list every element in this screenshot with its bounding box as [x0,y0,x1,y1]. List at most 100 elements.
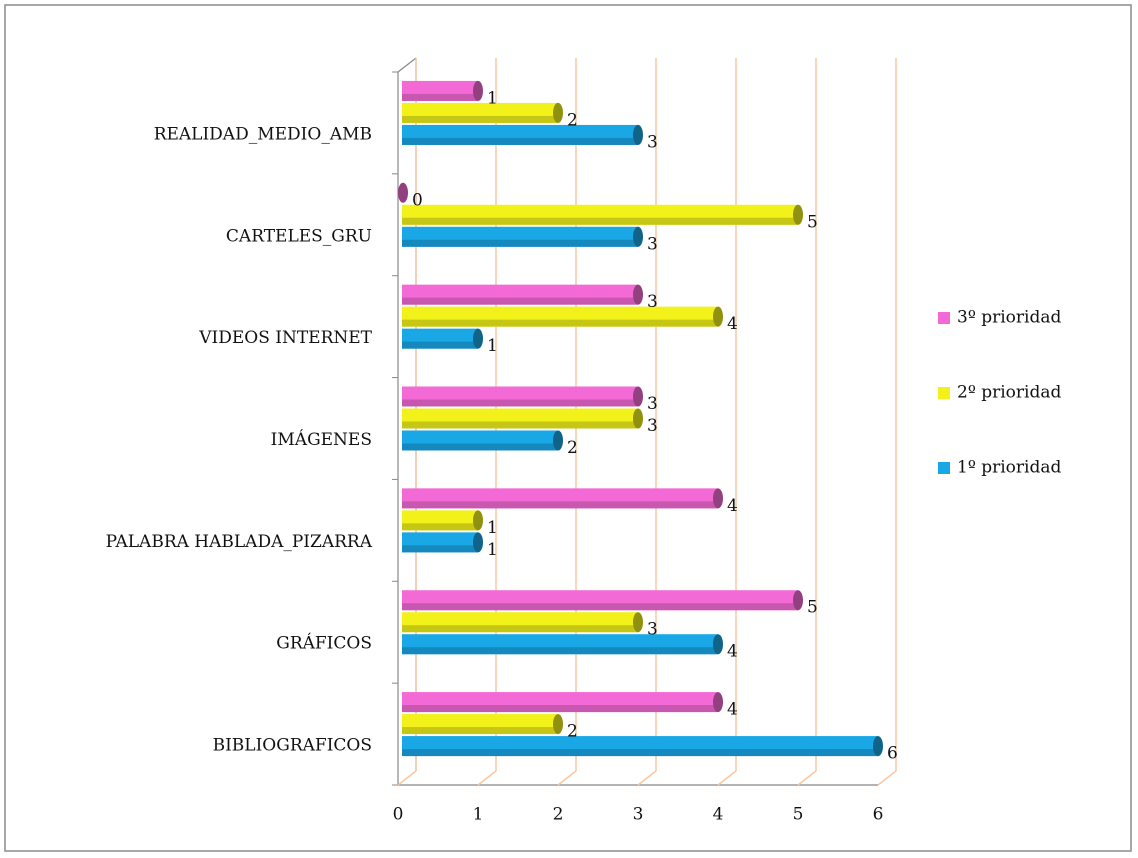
bar [402,102,563,123]
bar [402,204,803,225]
bar-part [402,341,478,349]
value-label: 4 [727,314,738,334]
bar [402,488,723,509]
bar [402,612,643,633]
legend-swatch [938,312,950,324]
x-tick-label: 5 [793,805,804,825]
value-label: 3 [647,132,658,152]
y-tick-label: BIBLIOGRAFICOS [213,736,372,756]
bar [398,182,408,203]
bar-part [713,306,723,327]
bar-part [402,399,638,407]
grid-floor [877,770,897,786]
bar [402,634,723,655]
y-tick-label: VIDEOS INTERNET [198,328,372,348]
y-tick-label: GRÁFICOS [276,633,372,654]
value-label: 1 [487,518,498,538]
bar-part [713,488,723,509]
bar-part [402,705,718,713]
bar-part [402,421,638,429]
bar-part [402,523,478,531]
bar-part [402,93,478,101]
y-tick-label: REALIDAD_MEDIO_AMB [154,124,372,144]
bar-part [553,102,563,123]
bar [402,328,483,349]
bar-part [633,124,643,145]
value-label: 4 [727,496,738,516]
value-label: 5 [807,598,818,618]
value-label: 2 [567,722,578,742]
bar-part [553,430,563,451]
grid-floor [637,770,657,786]
bar-part [402,647,718,655]
bar-part [402,749,878,757]
legend-swatch [938,387,950,399]
y-tick-label: CARTELES_GRU [226,226,372,246]
value-label: 0 [412,190,423,210]
x-tick-label: 3 [633,805,644,825]
bar-part [402,625,638,633]
legend-label: 2º prioridad [957,383,1061,403]
value-label: 2 [567,438,578,458]
bar-part [402,443,558,451]
value-label: 3 [647,416,658,436]
bar-part [793,590,803,611]
bar-part [473,328,483,349]
bar-part [402,239,638,247]
bar-part [713,634,723,655]
value-label: 4 [727,700,738,720]
bar [402,226,643,247]
bar [402,124,643,145]
bar-part [402,727,558,735]
x-tick-label: 2 [553,805,564,825]
value-label: 6 [887,744,898,764]
grid-floor [797,770,817,786]
legend-label: 1º prioridad [957,458,1061,478]
value-label: 2 [567,110,578,130]
bar [402,714,563,735]
value-label: 1 [487,540,498,560]
bar [402,736,883,757]
grid-floor [397,770,417,786]
bar [402,692,723,713]
bar-part [713,692,723,713]
bar-part [473,532,483,553]
bar-part [633,284,643,305]
bar [402,430,563,451]
bar [402,80,483,101]
bar-part [633,226,643,247]
value-label: 5 [807,212,818,232]
legend-label: 3º prioridad [957,308,1061,328]
value-label: 3 [647,292,658,312]
bar-part [402,545,478,553]
bar-part [633,612,643,633]
bar-part [793,204,803,225]
value-label: 1 [487,88,498,108]
bar-part [402,137,638,145]
bar [402,386,643,407]
bar-part [473,80,483,101]
value-label: 1 [487,336,498,356]
left-wall-top [397,57,417,73]
bar-part [633,408,643,429]
bar-part [402,501,718,509]
value-label: 4 [727,642,738,662]
grid-floor [557,770,577,786]
legend-swatch [938,462,950,474]
bar [402,284,643,305]
bar-part [633,386,643,407]
bar-part [402,297,638,305]
x-tick-label: 1 [473,805,484,825]
x-tick-label: 4 [713,805,724,825]
value-label: 3 [647,620,658,640]
bar-part [873,736,883,757]
y-tick-label: IMÁGENES [271,429,372,450]
bar-part [402,603,798,611]
bar-part [402,115,558,123]
x-tick-label: 6 [873,805,884,825]
bar [402,532,483,553]
value-label: 3 [647,394,658,414]
grid-floor [477,770,497,786]
x-tick-label: 0 [393,805,404,825]
